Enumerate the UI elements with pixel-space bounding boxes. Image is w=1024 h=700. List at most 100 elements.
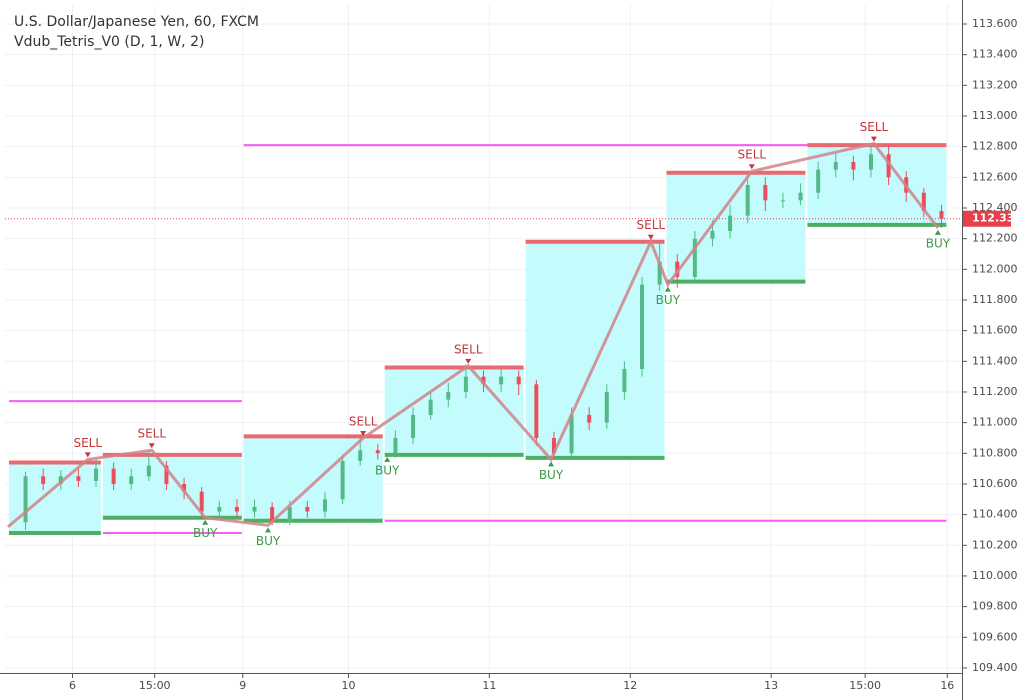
last-price-label: 112.330 — [972, 212, 1022, 225]
candle-body — [340, 460, 345, 500]
candle-body — [23, 476, 28, 523]
signal-marker — [148, 443, 155, 449]
candle-body — [146, 465, 151, 477]
signal-label: BUY — [656, 293, 681, 307]
candle-body — [692, 238, 697, 277]
candle-body — [551, 437, 556, 454]
candle-body — [622, 368, 627, 392]
candle-body — [921, 192, 926, 212]
signal-marker — [465, 358, 472, 364]
candle-body — [763, 184, 768, 201]
signal-marker — [870, 136, 877, 142]
y-tick-label: 109.400 — [972, 661, 1018, 674]
candle-body — [516, 376, 521, 385]
signal-label: SELL — [137, 427, 166, 441]
y-tick-label: 111.600 — [972, 324, 1018, 337]
last-price-box — [963, 210, 1011, 227]
y-tick-label: 113.400 — [972, 48, 1018, 61]
range-box — [243, 436, 383, 521]
candle-body — [234, 506, 239, 512]
y-tick-label: 111.200 — [972, 385, 1018, 398]
range-box — [807, 145, 947, 225]
candle-body — [745, 184, 750, 216]
candle-body — [710, 230, 715, 239]
candle-body — [640, 284, 645, 369]
candle-body — [287, 506, 292, 523]
y-tick-label: 112.000 — [972, 262, 1018, 275]
candle-body — [816, 169, 821, 193]
candle-body — [868, 154, 873, 170]
candle-body — [463, 376, 468, 392]
candle-body — [358, 450, 363, 461]
signal-label: BUY — [256, 534, 281, 548]
signal-label: BUY — [926, 236, 951, 250]
range-box — [666, 172, 806, 282]
y-tick-label: 112.600 — [972, 170, 1018, 183]
y-tick-label: 111.000 — [972, 416, 1018, 429]
signal-marker — [202, 519, 209, 525]
signal-marker — [384, 456, 391, 462]
candle-body — [604, 391, 609, 423]
candle-body — [587, 414, 592, 423]
signal-label: SELL — [73, 436, 102, 450]
y-tick-label: 110.000 — [972, 569, 1018, 582]
x-tick-label: 15:00 — [849, 679, 881, 692]
candle-body — [217, 506, 222, 512]
candle-body — [94, 468, 99, 481]
candle-body — [886, 154, 891, 178]
candle-body — [798, 192, 803, 201]
y-tick-label: 109.600 — [972, 630, 1018, 643]
candle-body — [534, 384, 539, 438]
candle-body — [833, 161, 838, 170]
signal-marker — [748, 164, 755, 170]
y-tick-label: 112.800 — [972, 140, 1018, 153]
signal-label: BUY — [193, 526, 218, 540]
candle-body — [164, 465, 169, 484]
candle-body — [270, 506, 275, 523]
signal-label: SELL — [738, 148, 767, 162]
signal-marker — [548, 461, 555, 467]
plot: SELL SELL BUY BUY SELL BUY SELL BUY SELL BUY SELL S… — [5, 5, 962, 673]
candle-body — [657, 261, 662, 285]
candle-body — [199, 491, 204, 512]
candle-body — [41, 476, 46, 484]
signal-label: BUY — [375, 463, 400, 477]
signal-label: SELL — [860, 120, 889, 134]
signal-marker — [664, 286, 671, 292]
y-tick-label: 109.800 — [972, 600, 1018, 613]
candle-body — [675, 261, 680, 277]
signal-marker — [84, 452, 91, 458]
x-tick-label: 16 — [940, 679, 954, 692]
y-tick-label: 111.800 — [972, 293, 1018, 306]
signal-label: BUY — [539, 468, 564, 482]
candle-body — [728, 215, 733, 231]
x-tick-label: 9 — [239, 679, 246, 692]
y-tick-label: 110.600 — [972, 477, 1018, 490]
candle-body — [939, 211, 944, 219]
zigzag-line — [6, 141, 940, 529]
y-tick-label: 110.200 — [972, 538, 1018, 551]
x-tick-label: 13 — [764, 679, 778, 692]
candle-body — [76, 476, 81, 481]
y-tick-label: 110.400 — [972, 508, 1018, 521]
candle-body — [428, 399, 433, 415]
signal-marker — [265, 527, 272, 533]
candle-body — [182, 483, 187, 492]
candle-body — [305, 506, 310, 512]
candle-body — [851, 161, 856, 170]
candle-body — [481, 376, 486, 385]
candle-body — [375, 450, 380, 454]
candle-body — [569, 414, 574, 454]
candle-body — [411, 414, 416, 438]
signal-marker — [360, 430, 367, 436]
signal-label: SELL — [454, 342, 483, 356]
x-tick-label: 15:00 — [139, 679, 171, 692]
signal-label: SELL — [349, 414, 378, 428]
candle-body — [446, 391, 451, 400]
range-box — [8, 462, 101, 534]
candle-body — [129, 476, 134, 484]
chart-title: U.S. Dollar/Japanese Yen, 60, FXCM — [14, 14, 259, 30]
indicator-name: Vdub_Tetris_V0 (D, 1, W, 2) — [14, 34, 204, 50]
